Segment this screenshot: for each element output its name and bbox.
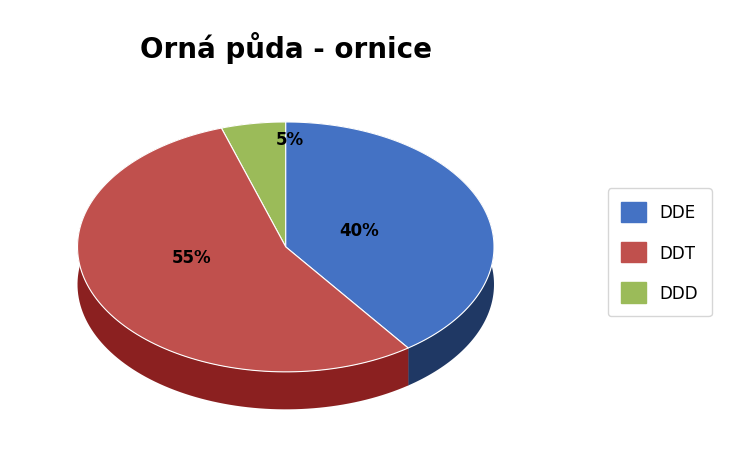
Polygon shape xyxy=(221,129,286,285)
Text: Orná půda - ornice: Orná půda - ornice xyxy=(140,32,432,64)
Polygon shape xyxy=(286,247,408,386)
Polygon shape xyxy=(77,129,408,410)
Polygon shape xyxy=(286,247,408,386)
Polygon shape xyxy=(77,129,408,372)
Polygon shape xyxy=(286,123,494,348)
Text: 55%: 55% xyxy=(172,249,212,267)
Legend: DDE, DDT, DDD: DDE, DDT, DDD xyxy=(608,189,711,316)
Polygon shape xyxy=(221,123,286,166)
Polygon shape xyxy=(221,129,286,285)
Text: 5%: 5% xyxy=(276,130,304,148)
Polygon shape xyxy=(221,123,286,247)
Text: 40%: 40% xyxy=(338,222,378,240)
Polygon shape xyxy=(286,123,494,386)
